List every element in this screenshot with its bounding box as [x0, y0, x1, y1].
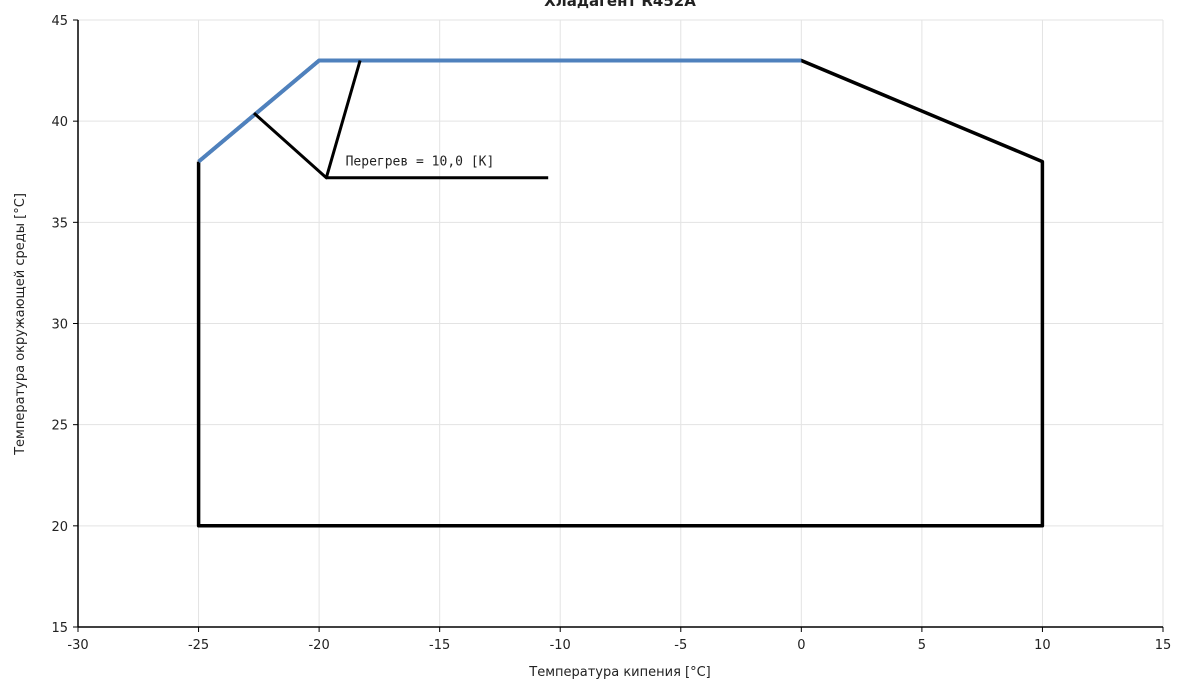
- x-tick-label: 15: [1155, 638, 1172, 653]
- x-tick-label: -5: [674, 638, 687, 653]
- x-axis-label: Температура кипения [°C]: [528, 665, 711, 680]
- x-tick-label: -20: [308, 638, 329, 653]
- x-tick-label: -25: [188, 638, 209, 653]
- y-tick-label: 20: [51, 520, 68, 535]
- y-tick-label: 40: [51, 115, 68, 130]
- superheat-limit-line: [197, 58, 802, 164]
- x-tick-label: 5: [918, 638, 926, 653]
- axes: [73, 19, 1164, 632]
- superheat-boundary-line: [252, 60, 362, 180]
- grid: [77, 19, 1164, 628]
- y-tick-label: 15: [51, 621, 68, 636]
- text-layer: Хладагент R452A Температура кипения [°C]…: [13, 0, 1171, 680]
- series-layer: [196, 58, 1045, 528]
- x-tick-label: -30: [67, 638, 88, 653]
- y-tick-label: 25: [51, 419, 68, 434]
- x-tick-label: -15: [429, 638, 450, 653]
- y-tick-label: 30: [51, 318, 68, 333]
- superheat-annotation: Перегрев = 10,0 [K]: [346, 155, 495, 170]
- envelope-line: [196, 58, 1045, 528]
- y-axis-label: Температура окружающей среды [°C]: [13, 193, 28, 456]
- y-tick-label: 45: [51, 14, 68, 29]
- chart-title: Хладагент R452A: [544, 0, 696, 10]
- x-tick-label: 0: [797, 638, 805, 653]
- x-tick-label: 10: [1034, 638, 1051, 653]
- x-tick-label: -10: [550, 638, 571, 653]
- y-tick-label: 35: [51, 216, 68, 231]
